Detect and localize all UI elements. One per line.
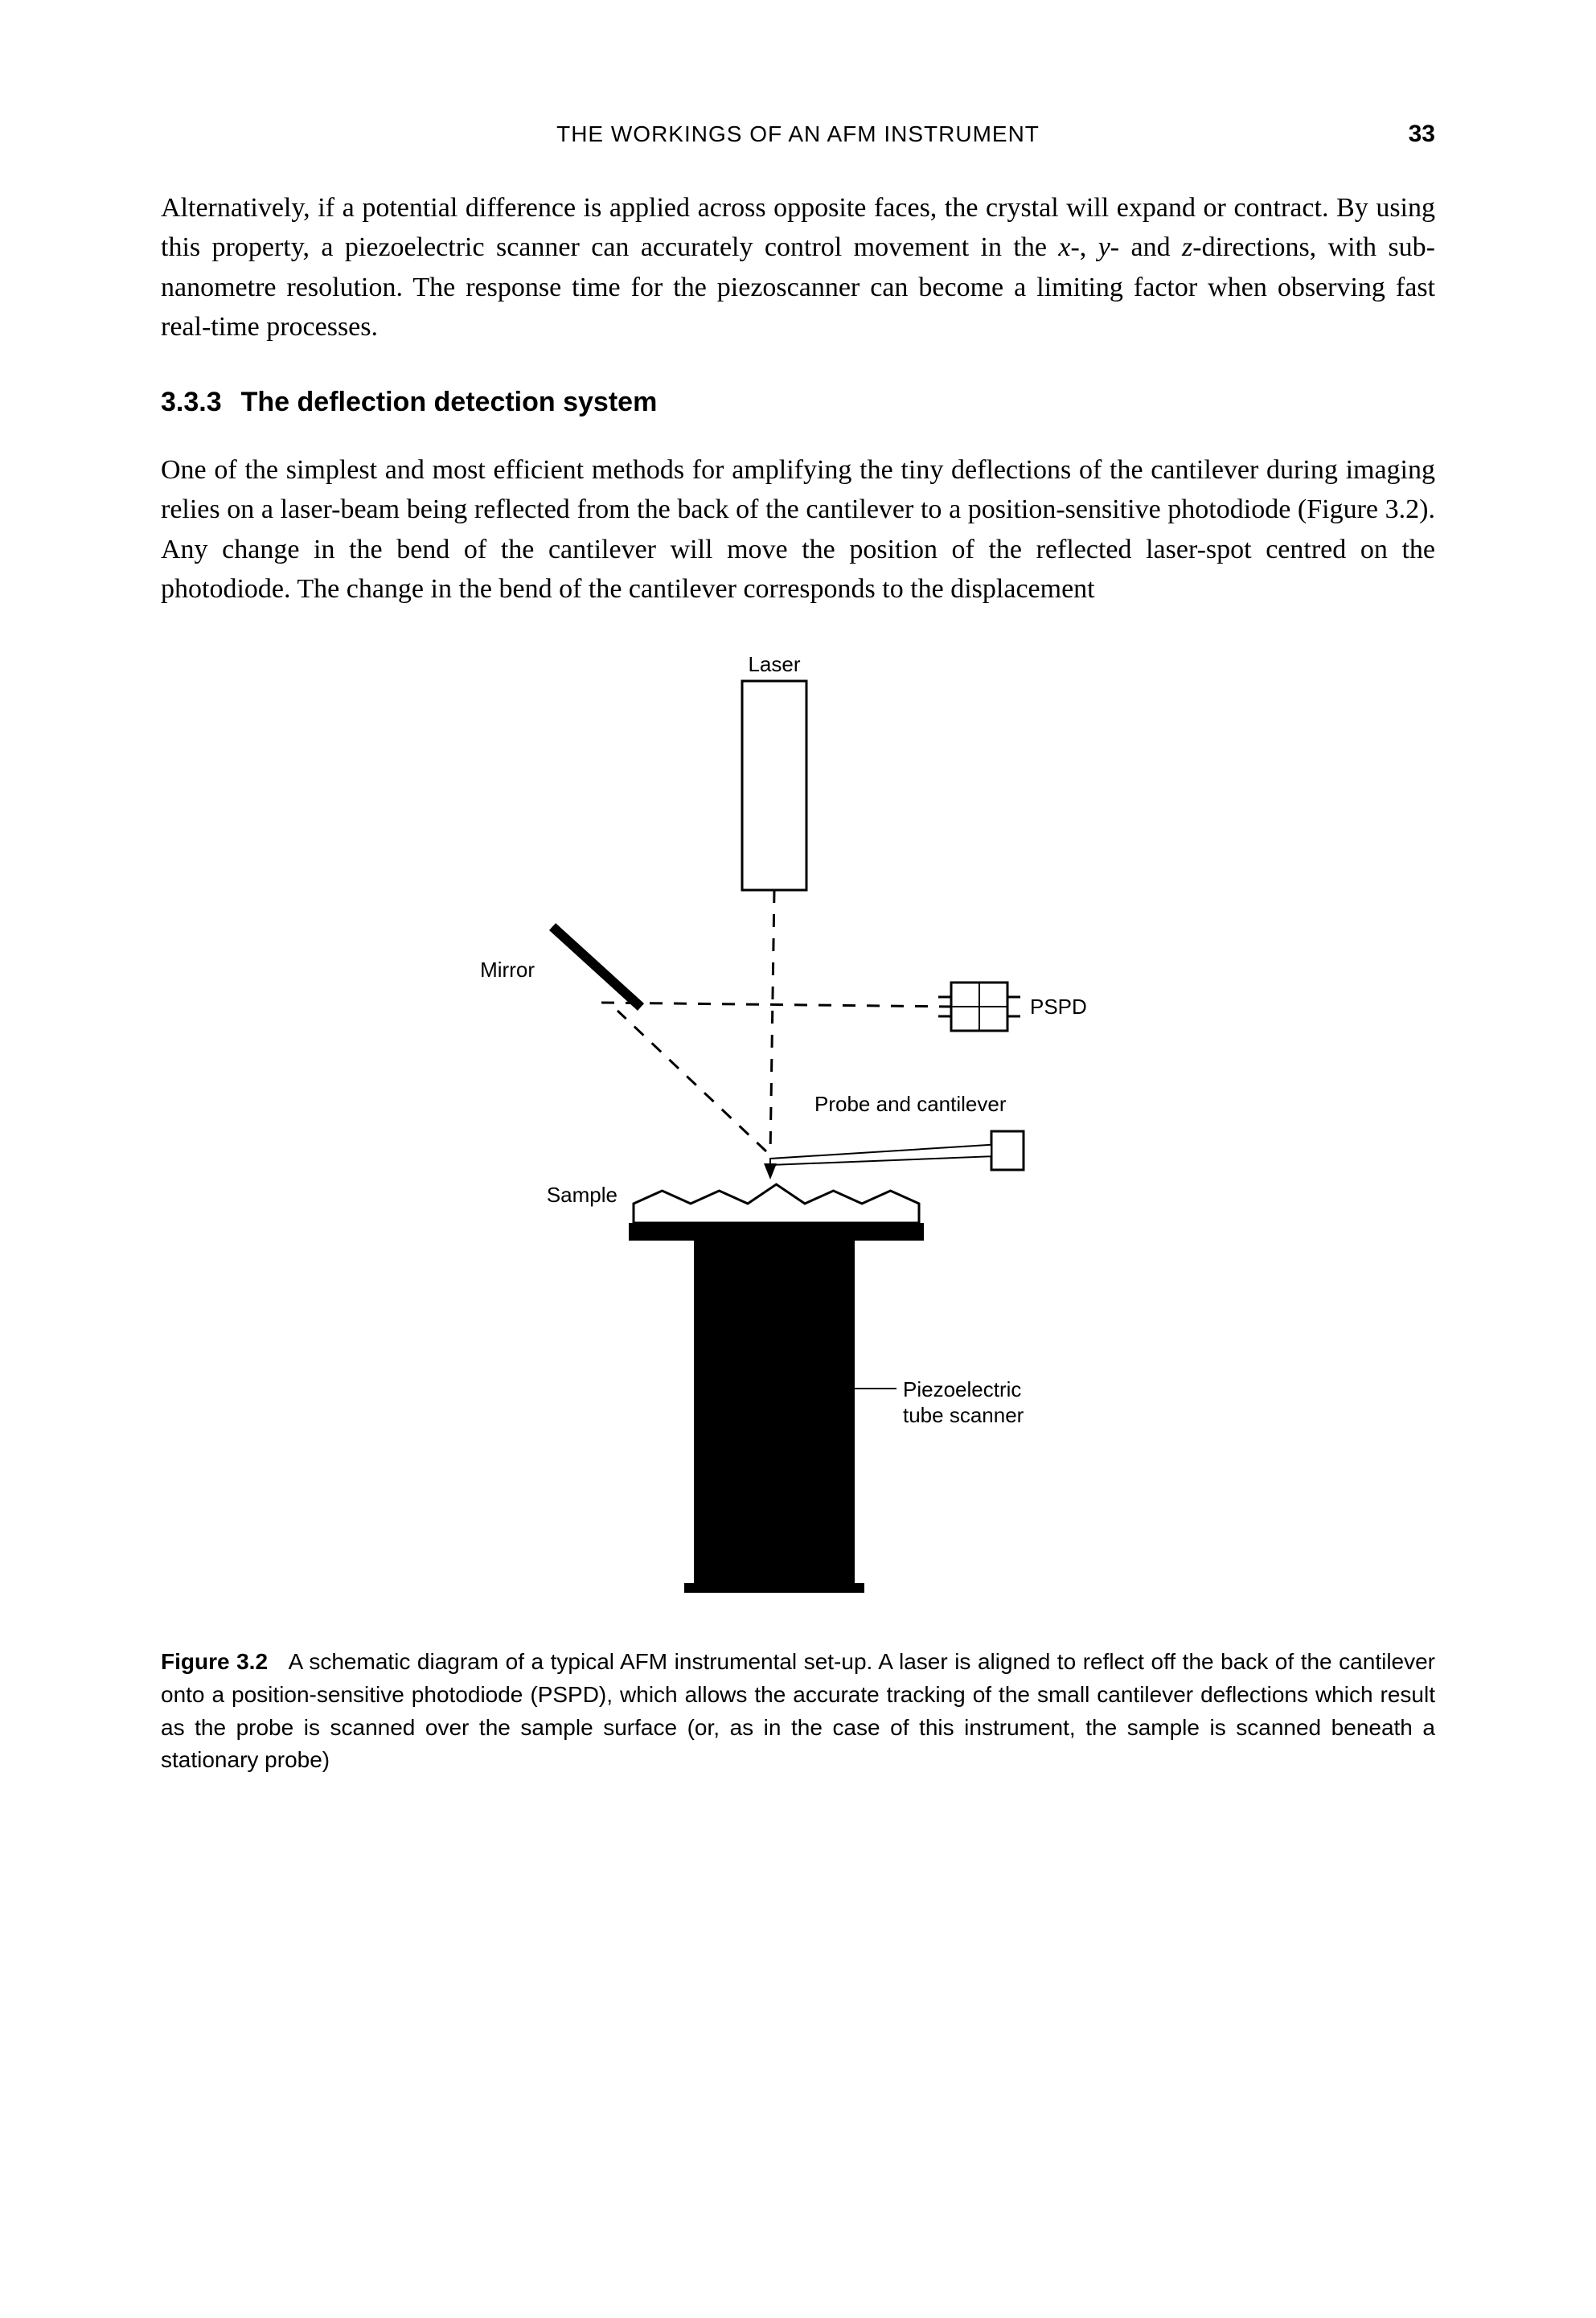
- svg-text:Piezoelectric: Piezoelectric: [903, 1377, 1021, 1401]
- svg-text:tube scanner: tube scanner: [903, 1403, 1024, 1427]
- svg-text:Sample: Sample: [546, 1183, 617, 1207]
- running-head: THE WORKINGS OF AN AFM INSTRUMENT: [209, 121, 1387, 147]
- page-number: 33: [1387, 121, 1435, 148]
- svg-text:Probe and cantilever: Probe and cantilever: [814, 1092, 1007, 1116]
- figure-caption: Figure 3.2 A schematic diagram of a typi…: [161, 1646, 1435, 1776]
- figure-label: Figure 3.2: [161, 1649, 268, 1674]
- section-heading: 3.3.3 The deflection detection system: [161, 387, 1435, 418]
- section-title: The deflection detection system: [241, 387, 658, 417]
- figure-caption-text: A schematic diagram of a typical AFM ins…: [161, 1649, 1435, 1772]
- svg-text:PSPD: PSPD: [1030, 995, 1087, 1019]
- figure-3-2: Laser Mirror PSPD Probe and cantilever Sampl…: [161, 649, 1435, 1614]
- svg-text:Mirror: Mirror: [480, 958, 535, 982]
- body-paragraph-2: One of the simplest and most efficient m…: [161, 450, 1435, 609]
- afm-schematic-svg: Laser Mirror PSPD Probe and cantilever Sampl…: [437, 649, 1160, 1614]
- svg-text:Laser: Laser: [748, 652, 800, 676]
- page-header: THE WORKINGS OF AN AFM INSTRUMENT 33: [161, 121, 1435, 148]
- body-paragraph-1: Alternatively, if a potential difference…: [161, 188, 1435, 347]
- section-number: 3.3.3: [161, 387, 222, 417]
